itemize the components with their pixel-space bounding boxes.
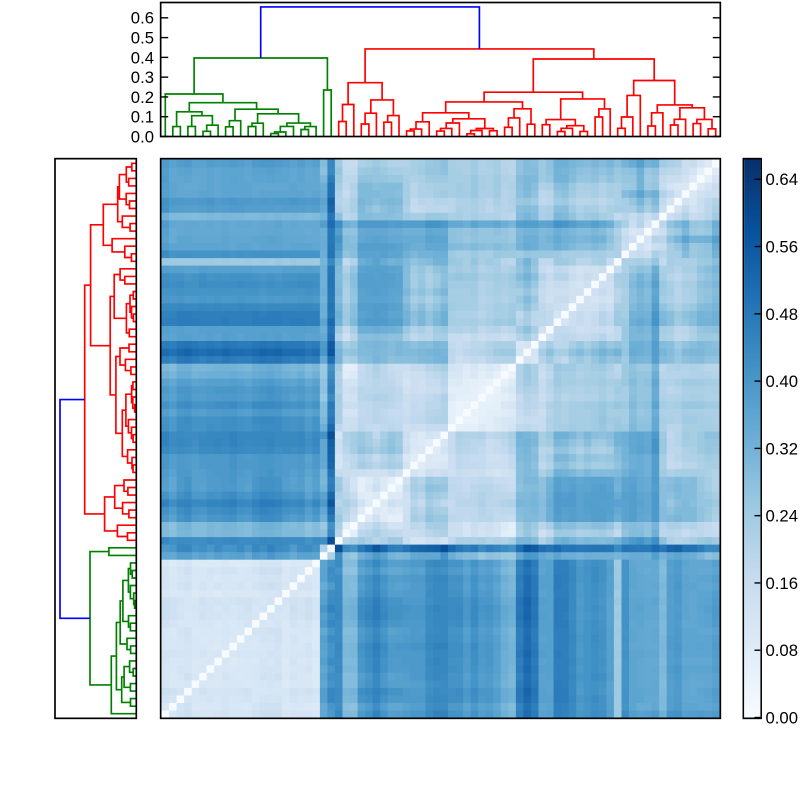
svg-text:0.2: 0.2	[131, 88, 154, 107]
svg-text:0.5: 0.5	[131, 29, 154, 48]
svg-text:0.16: 0.16	[766, 574, 798, 593]
svg-text:0.3: 0.3	[131, 68, 154, 87]
svg-text:0.0: 0.0	[131, 127, 154, 146]
svg-text:0.00: 0.00	[766, 708, 798, 727]
svg-text:0.56: 0.56	[766, 238, 798, 257]
svg-text:0.24: 0.24	[766, 507, 798, 526]
svg-text:0.40: 0.40	[766, 372, 798, 391]
svg-text:0.6: 0.6	[131, 9, 154, 28]
svg-text:0.1: 0.1	[131, 108, 154, 127]
svg-text:0.64: 0.64	[766, 170, 798, 189]
svg-text:0.32: 0.32	[766, 439, 798, 458]
svg-text:0.48: 0.48	[766, 305, 798, 324]
svg-text:0.4: 0.4	[131, 48, 154, 67]
svg-text:0.08: 0.08	[766, 641, 798, 660]
